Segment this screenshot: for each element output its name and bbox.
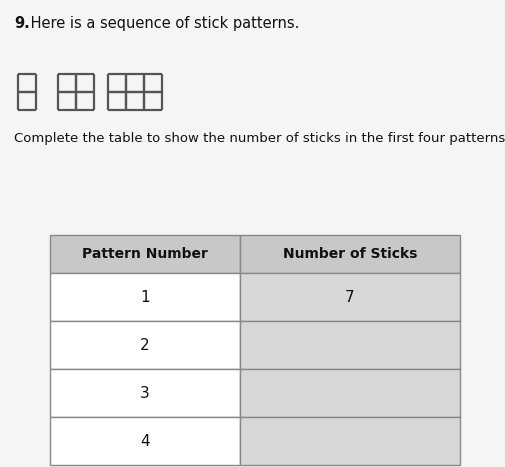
Bar (239, 273, 459, 321)
Text: 7: 7 (344, 290, 354, 304)
Text: 3: 3 (140, 385, 149, 401)
Bar (50, 417, 239, 465)
Bar (50, 369, 239, 417)
Bar (239, 369, 459, 417)
Bar (50, 321, 239, 369)
Bar (50, 273, 239, 321)
Text: Pattern Number: Pattern Number (82, 247, 208, 261)
Text: 4: 4 (140, 433, 149, 448)
Bar (50, 235, 239, 273)
Text: 2: 2 (140, 338, 149, 353)
Text: 9.: 9. (14, 16, 30, 31)
Bar (239, 235, 459, 273)
Text: Number of Sticks: Number of Sticks (282, 247, 416, 261)
Text: Here is a sequence of stick patterns.: Here is a sequence of stick patterns. (26, 16, 299, 31)
Bar (239, 417, 459, 465)
Text: Complete the table to show the number of sticks in the first four patterns.: Complete the table to show the number of… (14, 132, 505, 145)
Bar (239, 321, 459, 369)
Text: 1: 1 (140, 290, 149, 304)
